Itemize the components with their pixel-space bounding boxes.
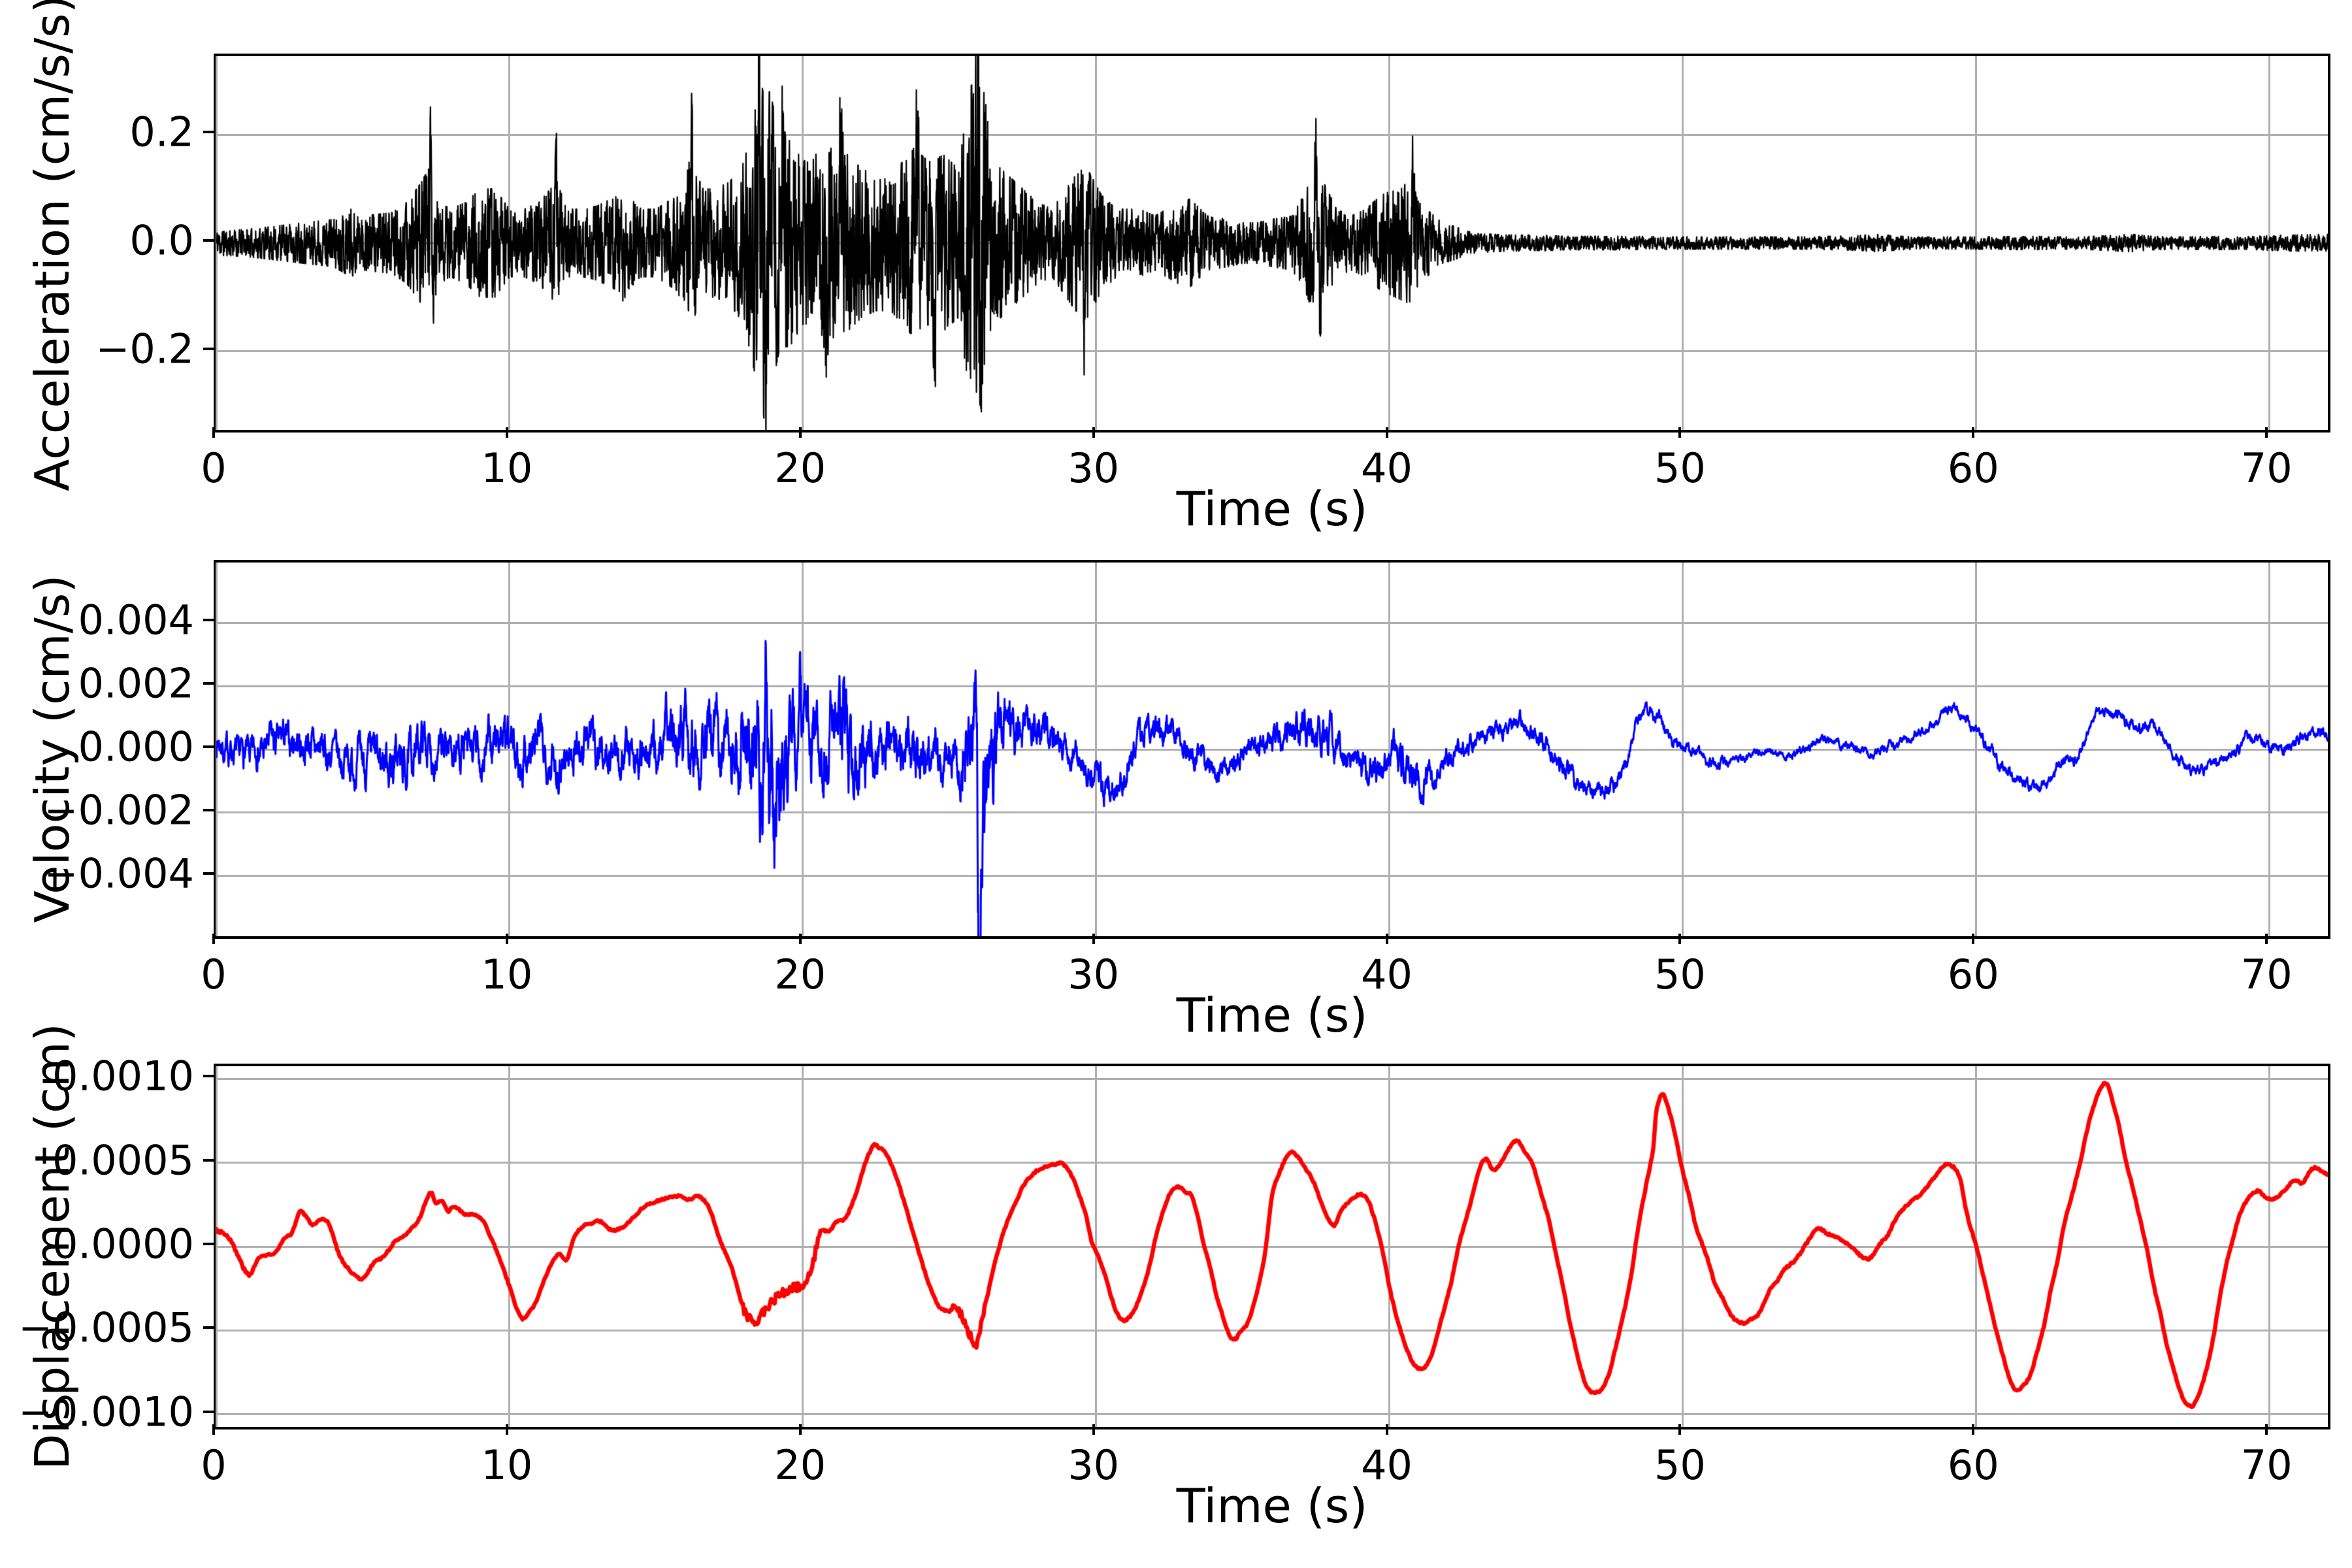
x-tick-label: 0 [201, 951, 227, 998]
y-tick-mark [203, 1243, 214, 1245]
x-tick-label: 50 [1654, 1441, 1706, 1489]
x-tick-label: 30 [1068, 1441, 1120, 1489]
y-tick-label: 0.004 [78, 596, 195, 644]
x-tick-mark [1092, 934, 1095, 944]
y-tick-label: −0.0010 [18, 1388, 194, 1436]
x-tick-label: 40 [1361, 444, 1413, 492]
x-tick-mark [212, 427, 215, 438]
x-tick-mark [212, 934, 215, 944]
displacement-axes [214, 1064, 2330, 1429]
y-tick-mark [203, 682, 214, 685]
x-tick-label: 30 [1068, 951, 1120, 998]
y-tick-mark [203, 745, 214, 748]
x-tick-label: 20 [774, 444, 826, 492]
y-tick-mark [203, 347, 214, 350]
y-tick-label: 0.002 [78, 659, 195, 708]
y-tick-label: −0.0005 [18, 1303, 194, 1352]
displacement-xlabel: Time (s) [1176, 1478, 1368, 1533]
x-tick-label: 60 [1947, 951, 1999, 998]
y-tick-label: 0.0 [129, 216, 194, 265]
x-tick-label: 20 [774, 1441, 826, 1489]
x-tick-mark [1972, 1424, 1975, 1435]
acceleration-waveform-canvas [216, 56, 2328, 430]
velocity-xlabel: Time (s) [1176, 988, 1368, 1043]
x-tick-mark [1678, 934, 1682, 944]
x-tick-label: 30 [1068, 444, 1120, 492]
x-tick-mark [1385, 934, 1388, 944]
x-tick-label: 10 [481, 444, 533, 492]
x-tick-label: 50 [1654, 951, 1706, 998]
y-tick-label: 0.2 [129, 108, 194, 156]
x-tick-label: 10 [481, 1441, 533, 1489]
x-tick-label: 0 [201, 1441, 227, 1489]
x-tick-mark [1092, 427, 1095, 438]
x-tick-mark [505, 427, 508, 438]
x-tick-mark [798, 934, 802, 944]
x-tick-label: 70 [2240, 444, 2293, 492]
velocity-axes [214, 560, 2330, 939]
x-tick-mark [798, 1424, 802, 1435]
y-tick-mark [203, 1326, 214, 1330]
y-tick-mark [203, 131, 214, 134]
x-tick-mark [1678, 427, 1682, 438]
x-tick-label: 70 [2240, 951, 2293, 998]
y-tick-mark [203, 1075, 214, 1078]
x-tick-label: 0 [201, 444, 227, 492]
y-tick-label: −0.002 [44, 786, 194, 834]
y-tick-mark [203, 239, 214, 242]
x-tick-mark [2265, 934, 2268, 944]
x-tick-label: 10 [481, 951, 533, 998]
x-tick-mark [1092, 1424, 1095, 1435]
y-tick-label: −0.2 [95, 325, 194, 373]
x-tick-mark [1972, 427, 1975, 438]
x-tick-mark [1385, 1424, 1388, 1435]
x-tick-label: 40 [1361, 1441, 1413, 1489]
x-tick-mark [1972, 934, 1975, 944]
x-tick-label: 50 [1654, 444, 1706, 492]
y-tick-label: 0.0010 [52, 1052, 194, 1100]
displacement-waveform-canvas [216, 1066, 2328, 1427]
y-tick-mark [203, 1410, 214, 1413]
x-tick-label: 60 [1947, 1441, 1999, 1489]
y-tick-mark [203, 619, 214, 622]
x-tick-mark [2265, 1424, 2268, 1435]
x-tick-mark [798, 427, 802, 438]
y-tick-mark [203, 872, 214, 875]
x-tick-mark [1385, 427, 1388, 438]
x-tick-mark [1678, 1424, 1682, 1435]
x-tick-mark [2265, 427, 2268, 438]
acceleration-axes [214, 54, 2330, 433]
acceleration-xlabel: Time (s) [1176, 482, 1368, 536]
x-tick-label: 60 [1947, 444, 1999, 492]
x-tick-label: 40 [1361, 951, 1413, 998]
y-tick-label: 0.0005 [52, 1136, 194, 1184]
y-tick-mark [203, 1158, 214, 1162]
y-tick-label: −0.004 [44, 849, 194, 898]
x-tick-label: 20 [774, 951, 826, 998]
x-tick-label: 70 [2240, 1441, 2293, 1489]
y-tick-label: 0.000 [78, 723, 195, 771]
x-tick-mark [505, 934, 508, 944]
y-tick-label: 0.0000 [52, 1220, 194, 1268]
y-tick-mark [203, 808, 214, 811]
x-tick-mark [212, 1424, 215, 1435]
velocity-waveform-canvas [216, 563, 2328, 936]
x-tick-mark [505, 1424, 508, 1435]
